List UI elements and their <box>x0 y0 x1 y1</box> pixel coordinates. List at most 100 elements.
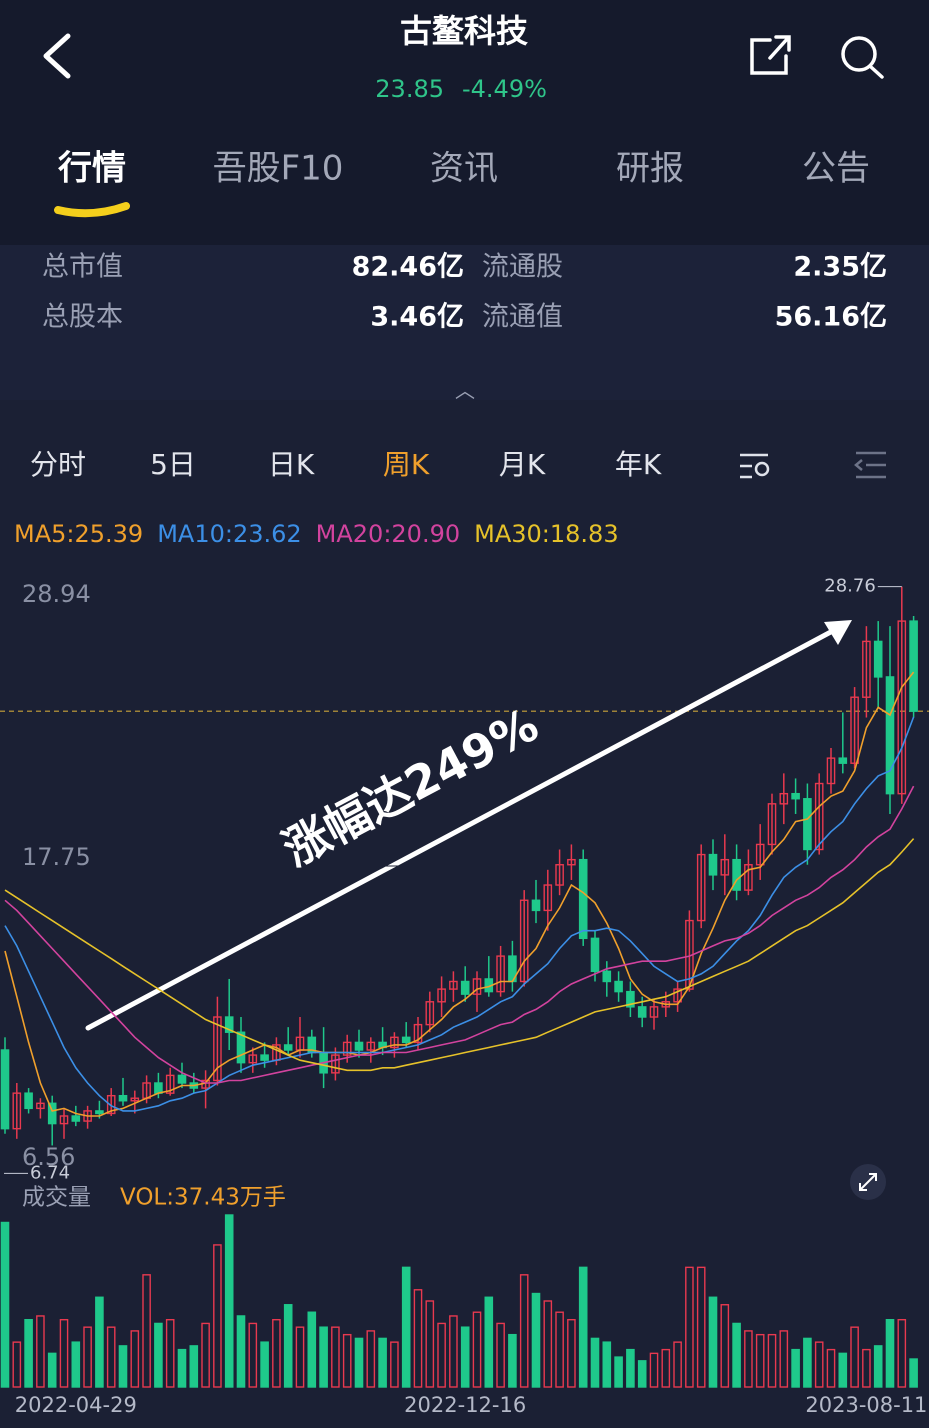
volume-bar <box>331 1326 340 1388</box>
candle-body <box>708 853 718 876</box>
candle-body <box>213 1016 222 1082</box>
volume-bar <box>767 1333 777 1388</box>
candle-body <box>331 1054 340 1074</box>
fullscreen-button[interactable] <box>850 1164 886 1200</box>
volume-bar <box>519 1274 529 1388</box>
nav-tab[interactable]: 吾股F10 <box>213 149 344 189</box>
volume-bar <box>201 1322 210 1388</box>
volume-bar <box>36 1315 45 1388</box>
candle-body <box>224 1016 234 1033</box>
candle-body <box>460 980 470 995</box>
ma-label: MA30:18.83 <box>474 520 618 548</box>
candle-body <box>519 899 529 983</box>
candle-body <box>626 990 635 1008</box>
volume-bar <box>732 1322 741 1388</box>
nav-tab[interactable]: 资讯 <box>430 149 498 189</box>
volume-bar <box>637 1360 647 1388</box>
candle-body <box>425 1001 435 1026</box>
volume-bar <box>213 1244 222 1388</box>
candle-body <box>248 1054 258 1064</box>
candle-body <box>755 843 765 866</box>
candle-body <box>873 640 883 678</box>
period-tab[interactable]: 日K <box>268 448 315 481</box>
chart-settings-icon[interactable] <box>740 453 770 479</box>
candle-body <box>838 757 848 764</box>
volume-bar <box>118 1345 128 1388</box>
candle-body <box>885 676 895 795</box>
candle-body <box>130 1097 140 1102</box>
candle-body <box>154 1082 163 1094</box>
stock-name: 古鳌科技 <box>400 12 528 50</box>
volume-bar <box>496 1322 505 1388</box>
candle-body <box>862 640 871 698</box>
candle-body <box>366 1041 376 1051</box>
ma-label: MA5:25.39 <box>14 520 143 548</box>
volume-bar <box>295 1326 305 1388</box>
volume-bar <box>803 1337 812 1388</box>
volume-bar <box>413 1289 423 1388</box>
stat-value: 82.46亿 <box>352 252 464 283</box>
volume-bar <box>390 1341 399 1388</box>
active-tab-indicator <box>54 202 130 218</box>
volume-bar <box>578 1266 588 1388</box>
volume-bar <box>165 1318 175 1388</box>
candle-body <box>449 980 458 990</box>
volume-bar <box>272 1318 281 1388</box>
volume-bar <box>543 1300 553 1388</box>
nav-tab[interactable]: 行情 <box>58 149 126 189</box>
candle-body <box>496 955 505 993</box>
period-tab[interactable]: 5日 <box>150 448 196 481</box>
volume-bar <box>744 1330 753 1388</box>
period-tab[interactable]: 周K <box>383 448 430 481</box>
candle-body <box>472 978 482 995</box>
volume-bar <box>472 1311 482 1388</box>
nav-tab[interactable]: 公告 <box>802 149 870 189</box>
candle-body <box>555 864 564 886</box>
period-tab[interactable]: 分时 <box>30 448 86 481</box>
candle-body <box>12 1092 22 1130</box>
candle-body <box>0 1049 10 1130</box>
ma-line <box>4 716 915 1112</box>
candle-body <box>767 803 777 846</box>
volume-bar <box>885 1318 895 1388</box>
candle-body <box>567 858 576 866</box>
search-button[interactable] <box>841 36 884 79</box>
candle-body <box>106 1094 116 1115</box>
stat-label: 流通股 <box>482 252 563 283</box>
y-tick-label: 6.56 <box>22 1143 75 1171</box>
y-tick-label: 28.94 <box>22 580 91 608</box>
volume-bar <box>449 1315 458 1388</box>
volume-bar <box>897 1318 907 1388</box>
back-button[interactable] <box>43 33 71 79</box>
candle-body <box>673 988 682 1003</box>
volume-bar <box>224 1214 234 1388</box>
candle-body <box>543 884 553 912</box>
indicator-panel-icon[interactable] <box>854 451 886 479</box>
volume-bar <box>177 1348 187 1388</box>
volume-bar <box>484 1296 494 1388</box>
share-button[interactable] <box>750 35 791 75</box>
candle-body <box>59 1115 69 1125</box>
volume-bar <box>661 1348 671 1388</box>
candle-body <box>413 1023 423 1044</box>
ma-label: MA20:20.90 <box>316 520 460 548</box>
volume-bar <box>460 1326 470 1388</box>
ma-line <box>4 838 915 1072</box>
period-tab[interactable]: 月K <box>499 448 546 481</box>
volume-bar <box>47 1352 57 1388</box>
volume-bar <box>614 1356 623 1388</box>
candle-body <box>531 899 541 912</box>
candle-body <box>165 1074 175 1094</box>
volume-bar <box>531 1292 541 1388</box>
collapse-caret[interactable]: ︿ <box>455 379 475 403</box>
candle-body <box>95 1110 104 1115</box>
period-tab[interactable]: 年K <box>615 448 662 481</box>
volume-bar <box>814 1341 824 1388</box>
volume-bar <box>909 1358 918 1388</box>
volume-bar <box>626 1348 635 1388</box>
volume-title: 成交量 <box>22 1185 91 1211</box>
volume-bar <box>437 1322 446 1388</box>
high-label: 28.76 <box>824 576 876 597</box>
nav-tab[interactable]: 研报 <box>616 149 684 189</box>
stat-label: 流通值 <box>482 302 563 333</box>
